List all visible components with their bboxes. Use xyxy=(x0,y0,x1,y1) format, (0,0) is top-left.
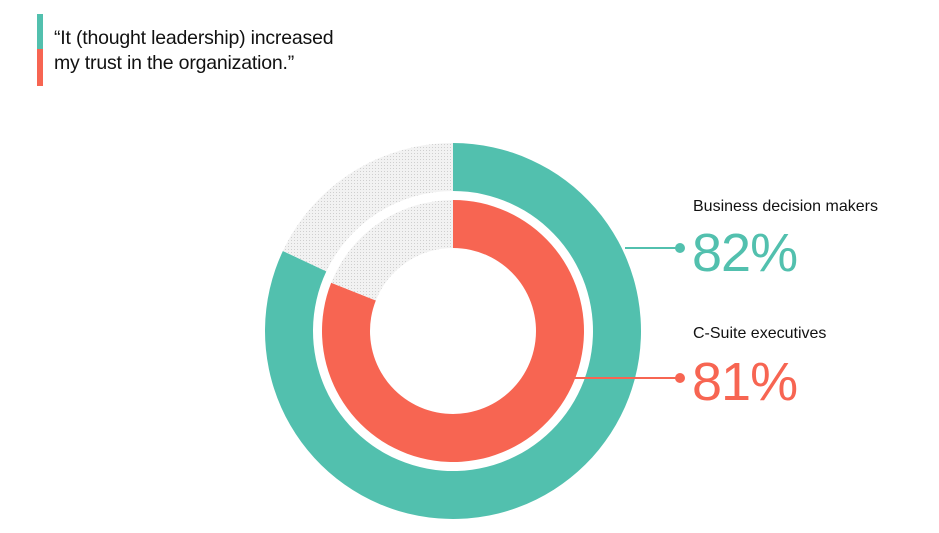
title-line-2: my trust in the organization.” xyxy=(54,52,295,74)
legend-label-business: Business decision makers xyxy=(693,198,878,215)
leader-dot-business xyxy=(675,243,685,253)
data-label-business: 82% xyxy=(692,223,798,283)
title-line-1: “It (thought leadership) increased xyxy=(54,27,334,49)
title-accent-bar xyxy=(37,14,43,86)
legend-label-csuite: C-Suite executives xyxy=(693,325,827,342)
donut-remainder-outer xyxy=(282,143,453,272)
donut-remainder-inner xyxy=(331,200,453,301)
chart-title: “It (thought leadership) increased my tr… xyxy=(54,26,334,76)
leader-dot-csuite xyxy=(675,373,685,383)
data-label-csuite: 81% xyxy=(692,352,798,412)
donut-slice-inner xyxy=(322,200,584,463)
